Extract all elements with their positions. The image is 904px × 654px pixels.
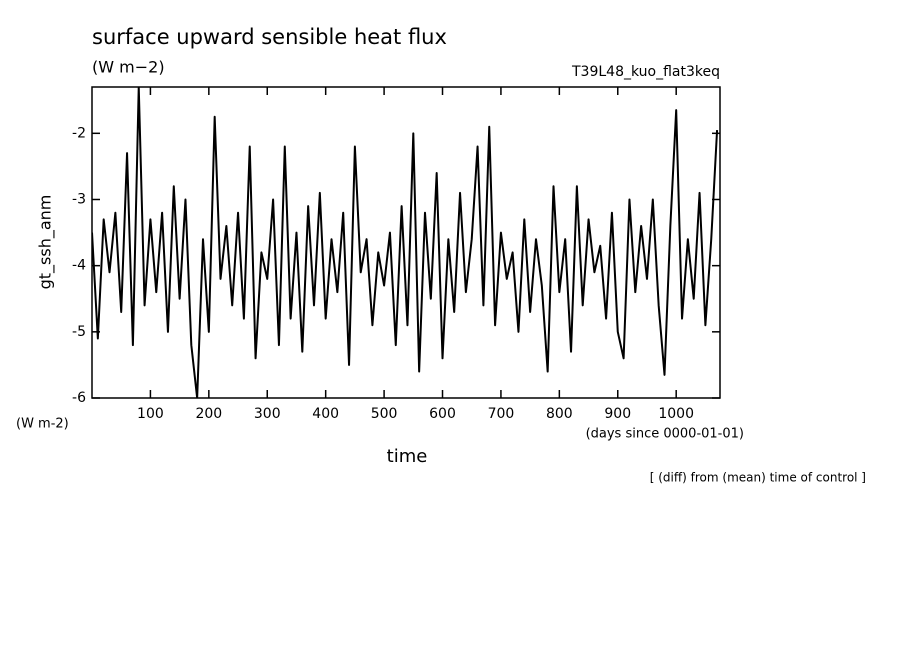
y-tick-label: -4 — [72, 258, 86, 274]
x-axis-label: time — [387, 446, 428, 467]
experiment-label: T39L48_kuo_flat3keq — [571, 64, 720, 80]
x-tick-label: 800 — [546, 406, 573, 422]
x-tick-label: 100 — [137, 406, 164, 422]
x-unit: (days since 0000-01-01) — [586, 427, 744, 442]
y-tick-label: -3 — [72, 191, 86, 207]
y-unit: (W m-2) — [16, 417, 69, 432]
x-tick-label: 500 — [371, 406, 398, 422]
subtitle: (W m−2) — [92, 58, 165, 77]
y-tick-label: -6 — [72, 390, 86, 406]
x-tick-label: 300 — [254, 406, 281, 422]
data-line — [92, 87, 719, 398]
x-tick-label: 200 — [195, 406, 222, 422]
x-tick-label: 600 — [429, 406, 456, 422]
y-axis-label: gt_ssh_anm — [36, 195, 56, 290]
x-tick-label: 400 — [312, 406, 339, 422]
x-tick-label: 700 — [488, 406, 515, 422]
x-tick-label: 900 — [604, 406, 631, 422]
chart-title: surface upward sensible heat flux — [92, 25, 447, 49]
note: [ (diff) from (mean) time of control ] — [650, 471, 866, 485]
y-tick-label: -2 — [72, 125, 86, 141]
y-tick-label: -5 — [72, 324, 86, 340]
x-tick-label: 1000 — [658, 406, 694, 422]
